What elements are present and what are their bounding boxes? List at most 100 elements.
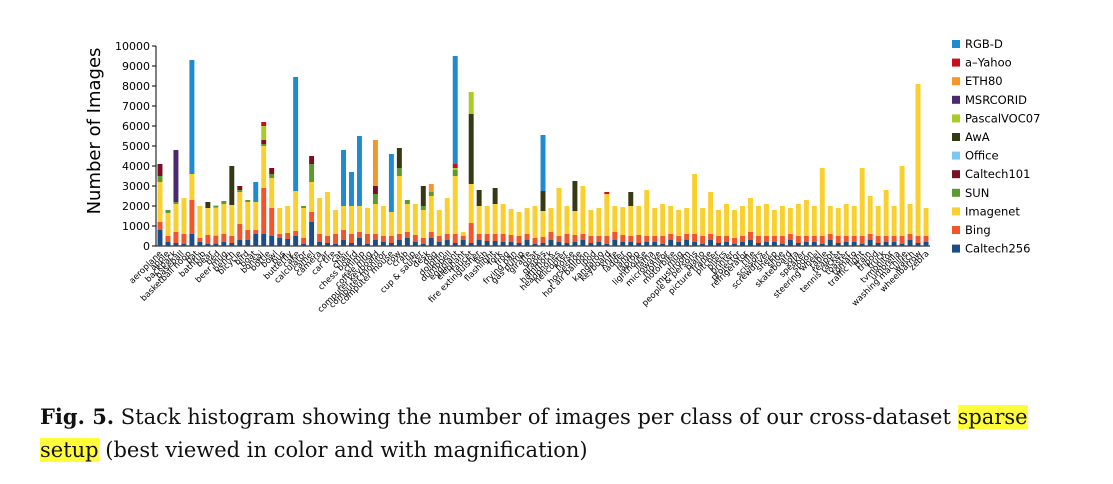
bar-segment (915, 84, 921, 236)
bar-segment (229, 205, 235, 236)
bar-segment (189, 234, 195, 246)
bar-segment (843, 204, 849, 236)
bar-segment (420, 238, 426, 244)
bar-segment (165, 242, 171, 246)
bar-segment (237, 224, 243, 240)
bar-segment (277, 238, 283, 246)
bar-segment (779, 236, 785, 244)
bar-segment (396, 148, 402, 168)
bar-segment (755, 236, 761, 243)
bar-segment (364, 234, 370, 244)
bar-segment (388, 154, 394, 212)
bar-segment (181, 244, 187, 246)
bar-segment (245, 230, 251, 240)
bar-segment (205, 208, 211, 235)
bar-segment (468, 92, 474, 114)
bar-segment (173, 150, 179, 202)
legend-swatch (952, 77, 960, 86)
bar-segment (843, 242, 849, 246)
bar-segment (269, 208, 275, 236)
bar-segment (819, 236, 825, 244)
bar-segment (349, 234, 354, 243)
bar-segment (564, 206, 570, 234)
bar-segment (923, 242, 929, 246)
bar-segment (293, 231, 299, 236)
legend-entry: RGB-D (965, 37, 1003, 51)
bar-segment (452, 243, 458, 246)
bar-segment (883, 242, 889, 246)
bar-segment (755, 243, 761, 246)
bar-segment (341, 150, 346, 206)
legend-swatch (952, 40, 960, 48)
legend-swatch (952, 133, 960, 141)
bar-segment (444, 234, 450, 240)
bar-segment (269, 178, 275, 208)
bar-segment (803, 242, 809, 246)
bar-segment (309, 182, 315, 212)
bar-segment (867, 196, 873, 234)
bar-segment (660, 204, 666, 236)
bar-segment (716, 243, 722, 246)
bar-segment (412, 235, 418, 242)
bar-segment (612, 232, 618, 240)
bar-segment (652, 236, 658, 242)
bar-segment (309, 164, 315, 182)
bar-segment (532, 244, 538, 246)
bar-segment (899, 236, 905, 244)
bar-segment (620, 242, 626, 246)
bar-segment (261, 188, 267, 234)
bar-segment (173, 202, 179, 204)
bar-segment (668, 240, 674, 246)
legend-entry: SUN (965, 186, 989, 200)
bar-segment (229, 236, 235, 243)
bar-segment (349, 172, 354, 206)
bar-segment (468, 223, 474, 243)
bar-segment (420, 210, 426, 238)
y-tick-label: 1000 (122, 220, 150, 233)
bar-segment (660, 244, 666, 246)
bar-segment (795, 204, 801, 236)
bar-segment (261, 140, 267, 144)
bar-segment (819, 168, 825, 236)
bar-segment (388, 236, 394, 243)
bar-segment (684, 234, 690, 240)
legend-entry: PascalVOC07 (965, 111, 1040, 125)
bar-segment (380, 206, 386, 236)
bar-segment (540, 243, 546, 246)
y-axis-label: Number of Images (84, 48, 105, 215)
bar-segment (452, 234, 458, 243)
bar-segment (269, 168, 275, 174)
bars (157, 56, 929, 246)
bar-segment (516, 212, 522, 236)
bar-segment (875, 206, 881, 236)
bar-segment (556, 236, 562, 242)
bar-segment (859, 236, 865, 244)
bar-segment (668, 206, 674, 234)
bar-segment (580, 186, 586, 234)
bar-segment (317, 198, 323, 234)
bar-segment (492, 241, 498, 246)
y-tick-label: 5000 (122, 140, 150, 153)
bar-segment (221, 204, 227, 234)
bar-segment (404, 238, 410, 246)
bar-segment (843, 236, 849, 242)
bar-segment (500, 242, 506, 246)
bar-segment (221, 242, 227, 246)
bar-segment (779, 206, 785, 236)
y-tick-label: 4000 (122, 160, 150, 173)
bar-segment (724, 204, 729, 236)
bar-segment (628, 206, 634, 236)
bar-segment (771, 210, 777, 236)
caption-text-before: Stack histogram showing the number of im… (114, 405, 958, 429)
bar-segment (333, 210, 339, 234)
bar-segment (452, 170, 458, 176)
bar-segment (404, 232, 410, 238)
bar-segment (325, 236, 331, 243)
bar-segment (372, 234, 378, 240)
bar-segment (811, 242, 817, 246)
bar-segment (245, 200, 251, 202)
bar-segment (811, 236, 817, 242)
bar-segment (508, 209, 514, 235)
bar-segment (293, 236, 299, 246)
bar-segment (309, 156, 315, 164)
